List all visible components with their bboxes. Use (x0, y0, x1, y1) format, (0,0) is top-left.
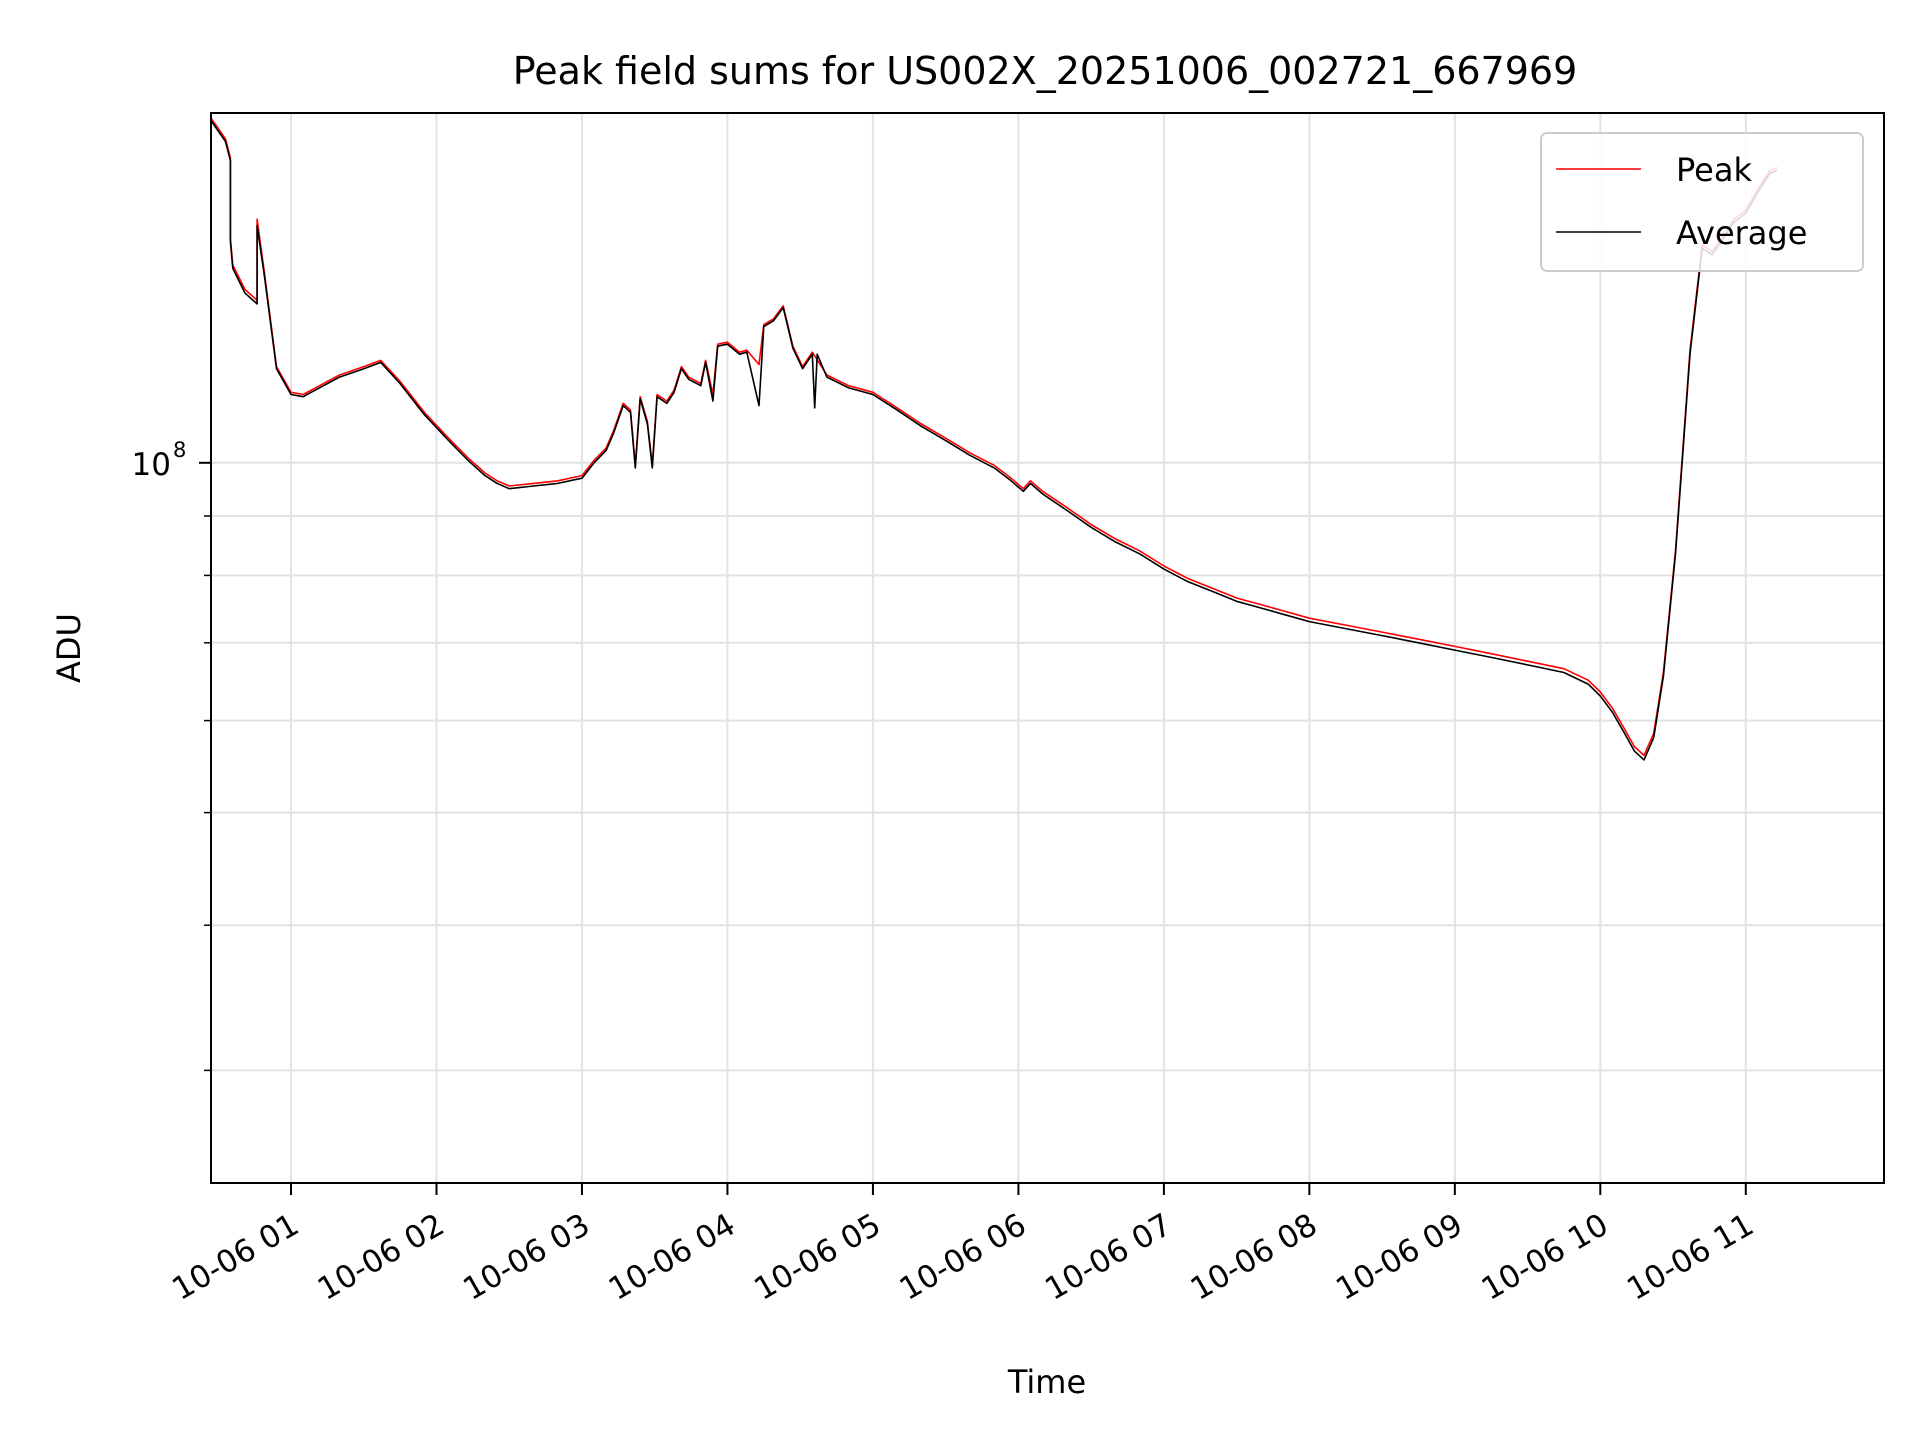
legend-label-average: Average (1676, 214, 1807, 252)
x-axis-label: Time (1007, 1363, 1086, 1401)
chart-title: Peak field sums for US002X_20251006_0027… (513, 49, 1578, 93)
y-axis-label: ADU (50, 613, 88, 683)
legend: Peak Average (1540, 132, 1864, 272)
legend-label-peak: Peak (1676, 151, 1752, 189)
series-line-average (210, 120, 1778, 761)
series-layer (210, 117, 1778, 761)
y-tick-label-exponent: 8 (173, 438, 186, 462)
grid (211, 113, 1884, 1183)
y-tick-label: 10 8 (132, 438, 187, 483)
y-axis: 10 8 (132, 438, 211, 1072)
legend-box (1540, 132, 1864, 272)
y-tick-label-base: 10 (132, 447, 171, 483)
plot-frame (210, 112, 1885, 1184)
